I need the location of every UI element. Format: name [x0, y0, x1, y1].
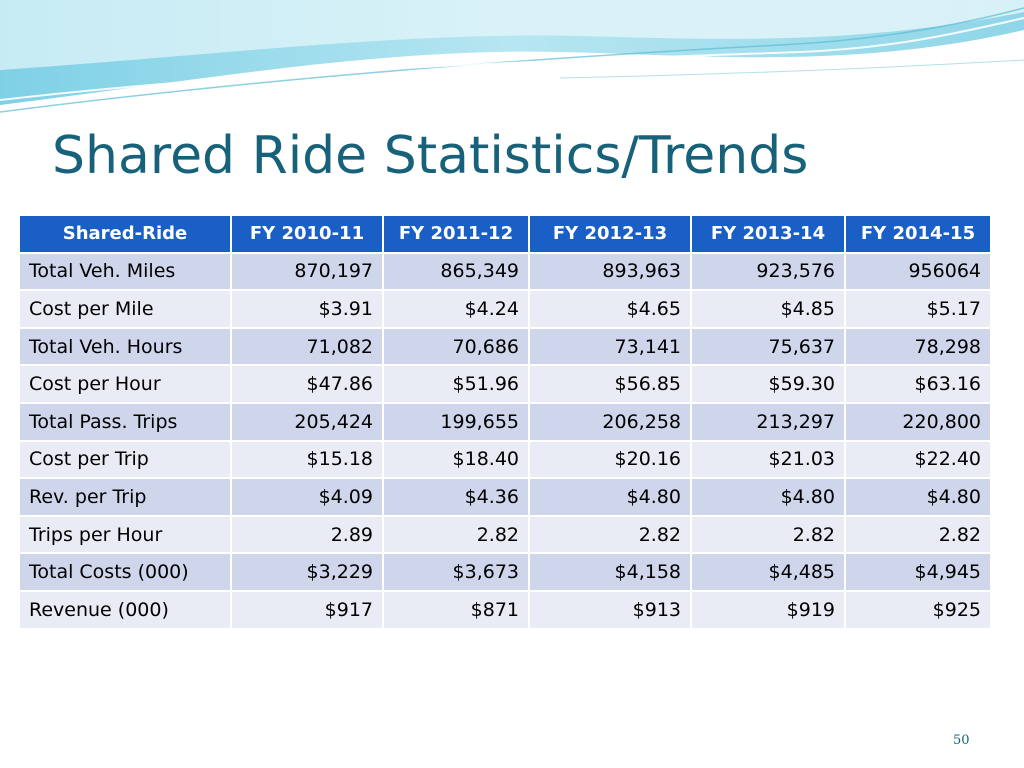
- row-label: Cost per Trip: [18, 439, 232, 480]
- row-label: Cost per Mile: [18, 289, 232, 329]
- table-header-row: Shared-Ride FY 2010-11 FY 2011-12 FY 2012-1…: [18, 214, 992, 254]
- row-label: Total Veh. Hours: [18, 326, 232, 367]
- table-cell: $3.91: [230, 289, 384, 329]
- table-cell: $22.40: [844, 439, 992, 480]
- table-row: Total Veh. Miles 870,197 865,349 893,963 923…: [18, 251, 992, 292]
- shared-ride-statistics-table: Shared-Ride FY 2010-11 FY 2011-12 FY 2012-1…: [18, 214, 992, 630]
- table-cell: 2.82: [690, 514, 846, 555]
- column-header-fy: FY 2012-13: [528, 214, 692, 254]
- row-label: Total Costs (000): [18, 552, 232, 592]
- column-header-fy: FY 2010-11: [230, 214, 384, 254]
- table-cell: 75,637: [690, 326, 846, 367]
- table-cell: $15.18: [230, 439, 384, 480]
- table-row: Cost per Hour $47.86 $51.96 $56.85 $59.30 $63…: [18, 364, 992, 404]
- page-number: 50: [953, 733, 970, 748]
- table-cell: 73,141: [528, 326, 692, 367]
- table-cell: $925: [844, 589, 992, 630]
- table-row: Total Veh. Hours 71,082 70,686 73,141 75,637…: [18, 326, 992, 367]
- table-row: Trips per Hour 2.89 2.82 2.82 2.82 2.82: [18, 514, 992, 555]
- table-cell: 220,800: [844, 401, 992, 442]
- table-cell: $51.96: [382, 364, 530, 404]
- row-label: Cost per Hour: [18, 364, 232, 404]
- table-cell: 2.82: [844, 514, 992, 555]
- row-label: Total Veh. Miles: [18, 251, 232, 292]
- table-cell: 71,082: [230, 326, 384, 367]
- column-header-fy: FY 2013-14: [690, 214, 846, 254]
- column-header-fy: FY 2011-12: [382, 214, 530, 254]
- table-cell: $917: [230, 589, 384, 630]
- table-row: Cost per Trip $15.18 $18.40 $20.16 $21.03 $22…: [18, 439, 992, 480]
- table-cell: $4.65: [528, 289, 692, 329]
- column-header-fy: FY 2014-15: [844, 214, 992, 254]
- table-row: Total Pass. Trips 205,424 199,655 206,258 21…: [18, 401, 992, 442]
- row-label: Trips per Hour: [18, 514, 232, 555]
- table-cell: $4,158: [528, 552, 692, 592]
- table-cell: $3,673: [382, 552, 530, 592]
- table-cell: $4.80: [690, 477, 846, 517]
- table-cell: $919: [690, 589, 846, 630]
- table-cell: $20.16: [528, 439, 692, 480]
- slide-title: Shared Ride Statistics/Trends: [52, 126, 809, 186]
- row-label: Rev. per Trip: [18, 477, 232, 517]
- table-row: Cost per Mile $3.91 $4.24 $4.65 $4.85 $5.17: [18, 289, 992, 329]
- table-cell: $4,945: [844, 552, 992, 592]
- table-cell: $4.09: [230, 477, 384, 517]
- table-row: Revenue (000) $917 $871 $913 $919 $925: [18, 589, 992, 630]
- table-cell: $56.85: [528, 364, 692, 404]
- decorative-wave-banner: [0, 0, 1024, 113]
- row-label: Revenue (000): [18, 589, 232, 630]
- table-row: Total Costs (000) $3,229 $3,673 $4,158 $4,48…: [18, 552, 992, 592]
- table-cell: 70,686: [382, 326, 530, 367]
- table-cell: 2.89: [230, 514, 384, 555]
- table-cell: $3,229: [230, 552, 384, 592]
- table-cell: $5.17: [844, 289, 992, 329]
- table-cell: $47.86: [230, 364, 384, 404]
- table-cell: 78,298: [844, 326, 992, 367]
- column-header-category: Shared-Ride: [18, 214, 232, 254]
- table-cell: $63.16: [844, 364, 992, 404]
- table-cell: 2.82: [382, 514, 530, 555]
- table-cell: 206,258: [528, 401, 692, 442]
- table-cell: $871: [382, 589, 530, 630]
- table-cell: $59.30: [690, 364, 846, 404]
- table-cell: $4.80: [528, 477, 692, 517]
- table-cell: 893,963: [528, 251, 692, 292]
- table-cell: 956064: [844, 251, 992, 292]
- table-cell: 199,655: [382, 401, 530, 442]
- table-cell: $4.36: [382, 477, 530, 517]
- table-cell: 213,297: [690, 401, 846, 442]
- table-cell: 2.82: [528, 514, 692, 555]
- table-cell: $18.40: [382, 439, 530, 480]
- table-cell: 870,197: [230, 251, 384, 292]
- table-cell: 205,424: [230, 401, 384, 442]
- table-cell: $4.80: [844, 477, 992, 517]
- table-cell: $4,485: [690, 552, 846, 592]
- row-label: Total Pass. Trips: [18, 401, 232, 442]
- table-cell: $4.85: [690, 289, 846, 329]
- table-cell: $913: [528, 589, 692, 630]
- table-cell: $4.24: [382, 289, 530, 329]
- table-cell: $21.03: [690, 439, 846, 480]
- table-row: Rev. per Trip $4.09 $4.36 $4.80 $4.80 $4.80: [18, 477, 992, 517]
- table-cell: 865,349: [382, 251, 530, 292]
- table-cell: 923,576: [690, 251, 846, 292]
